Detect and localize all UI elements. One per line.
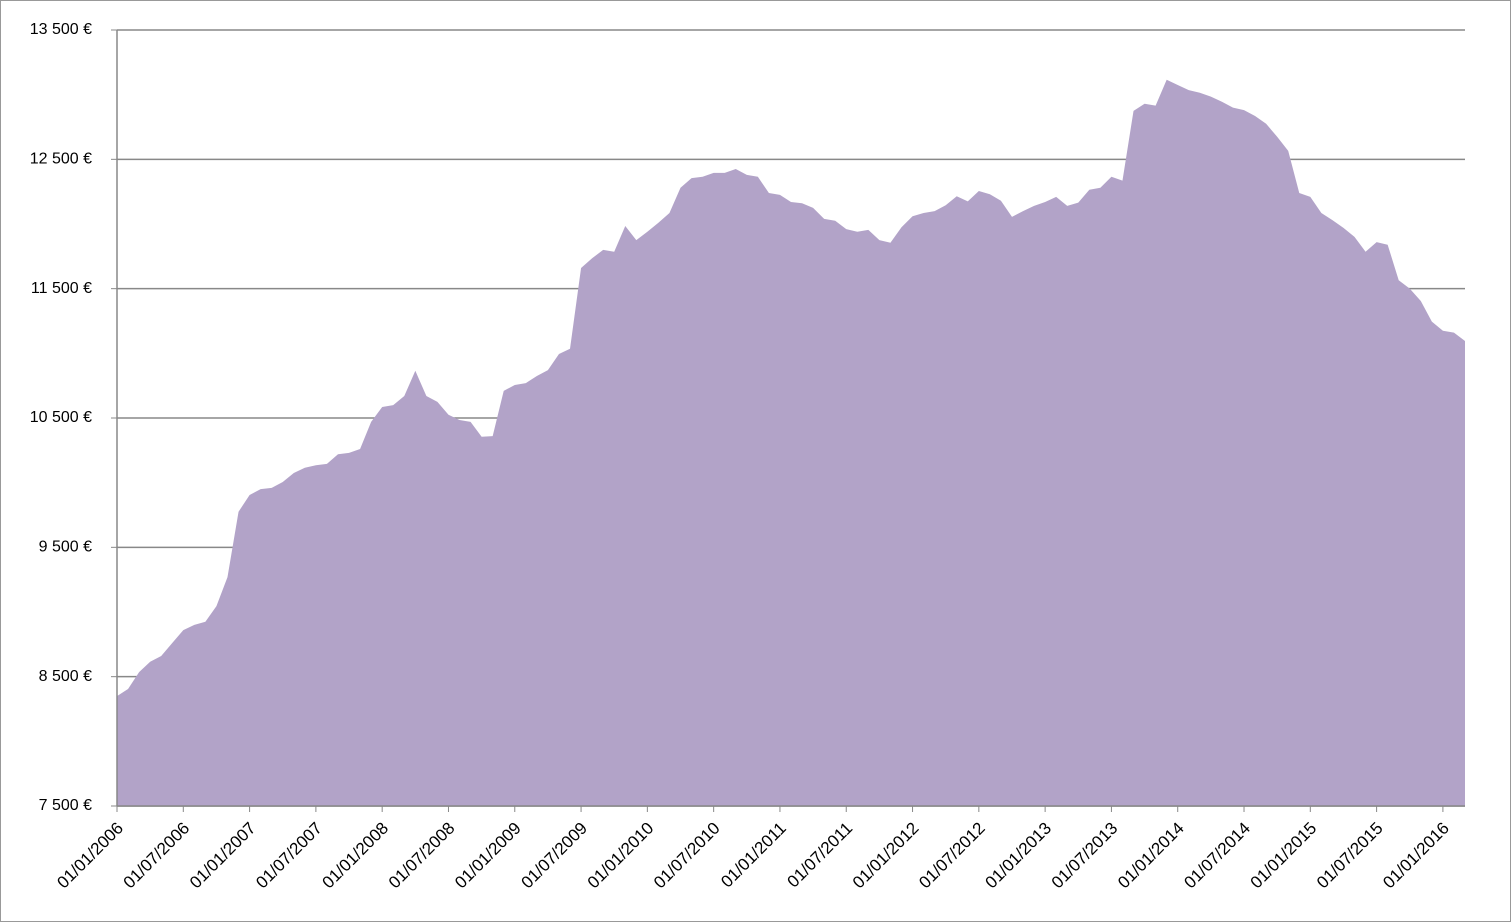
y-tick-label: 7 500 € xyxy=(39,797,92,814)
y-tick-label: 9 500 € xyxy=(39,539,92,556)
y-tick-label: 11 500 € xyxy=(31,280,92,297)
area xyxy=(117,79,1465,806)
y-tick-label: 13 500 € xyxy=(30,21,92,38)
y-tick-label: 8 500 € xyxy=(39,668,92,685)
y-tick-label: 12 500 € xyxy=(30,151,92,168)
y-tick-label: 10 500 € xyxy=(30,409,92,426)
